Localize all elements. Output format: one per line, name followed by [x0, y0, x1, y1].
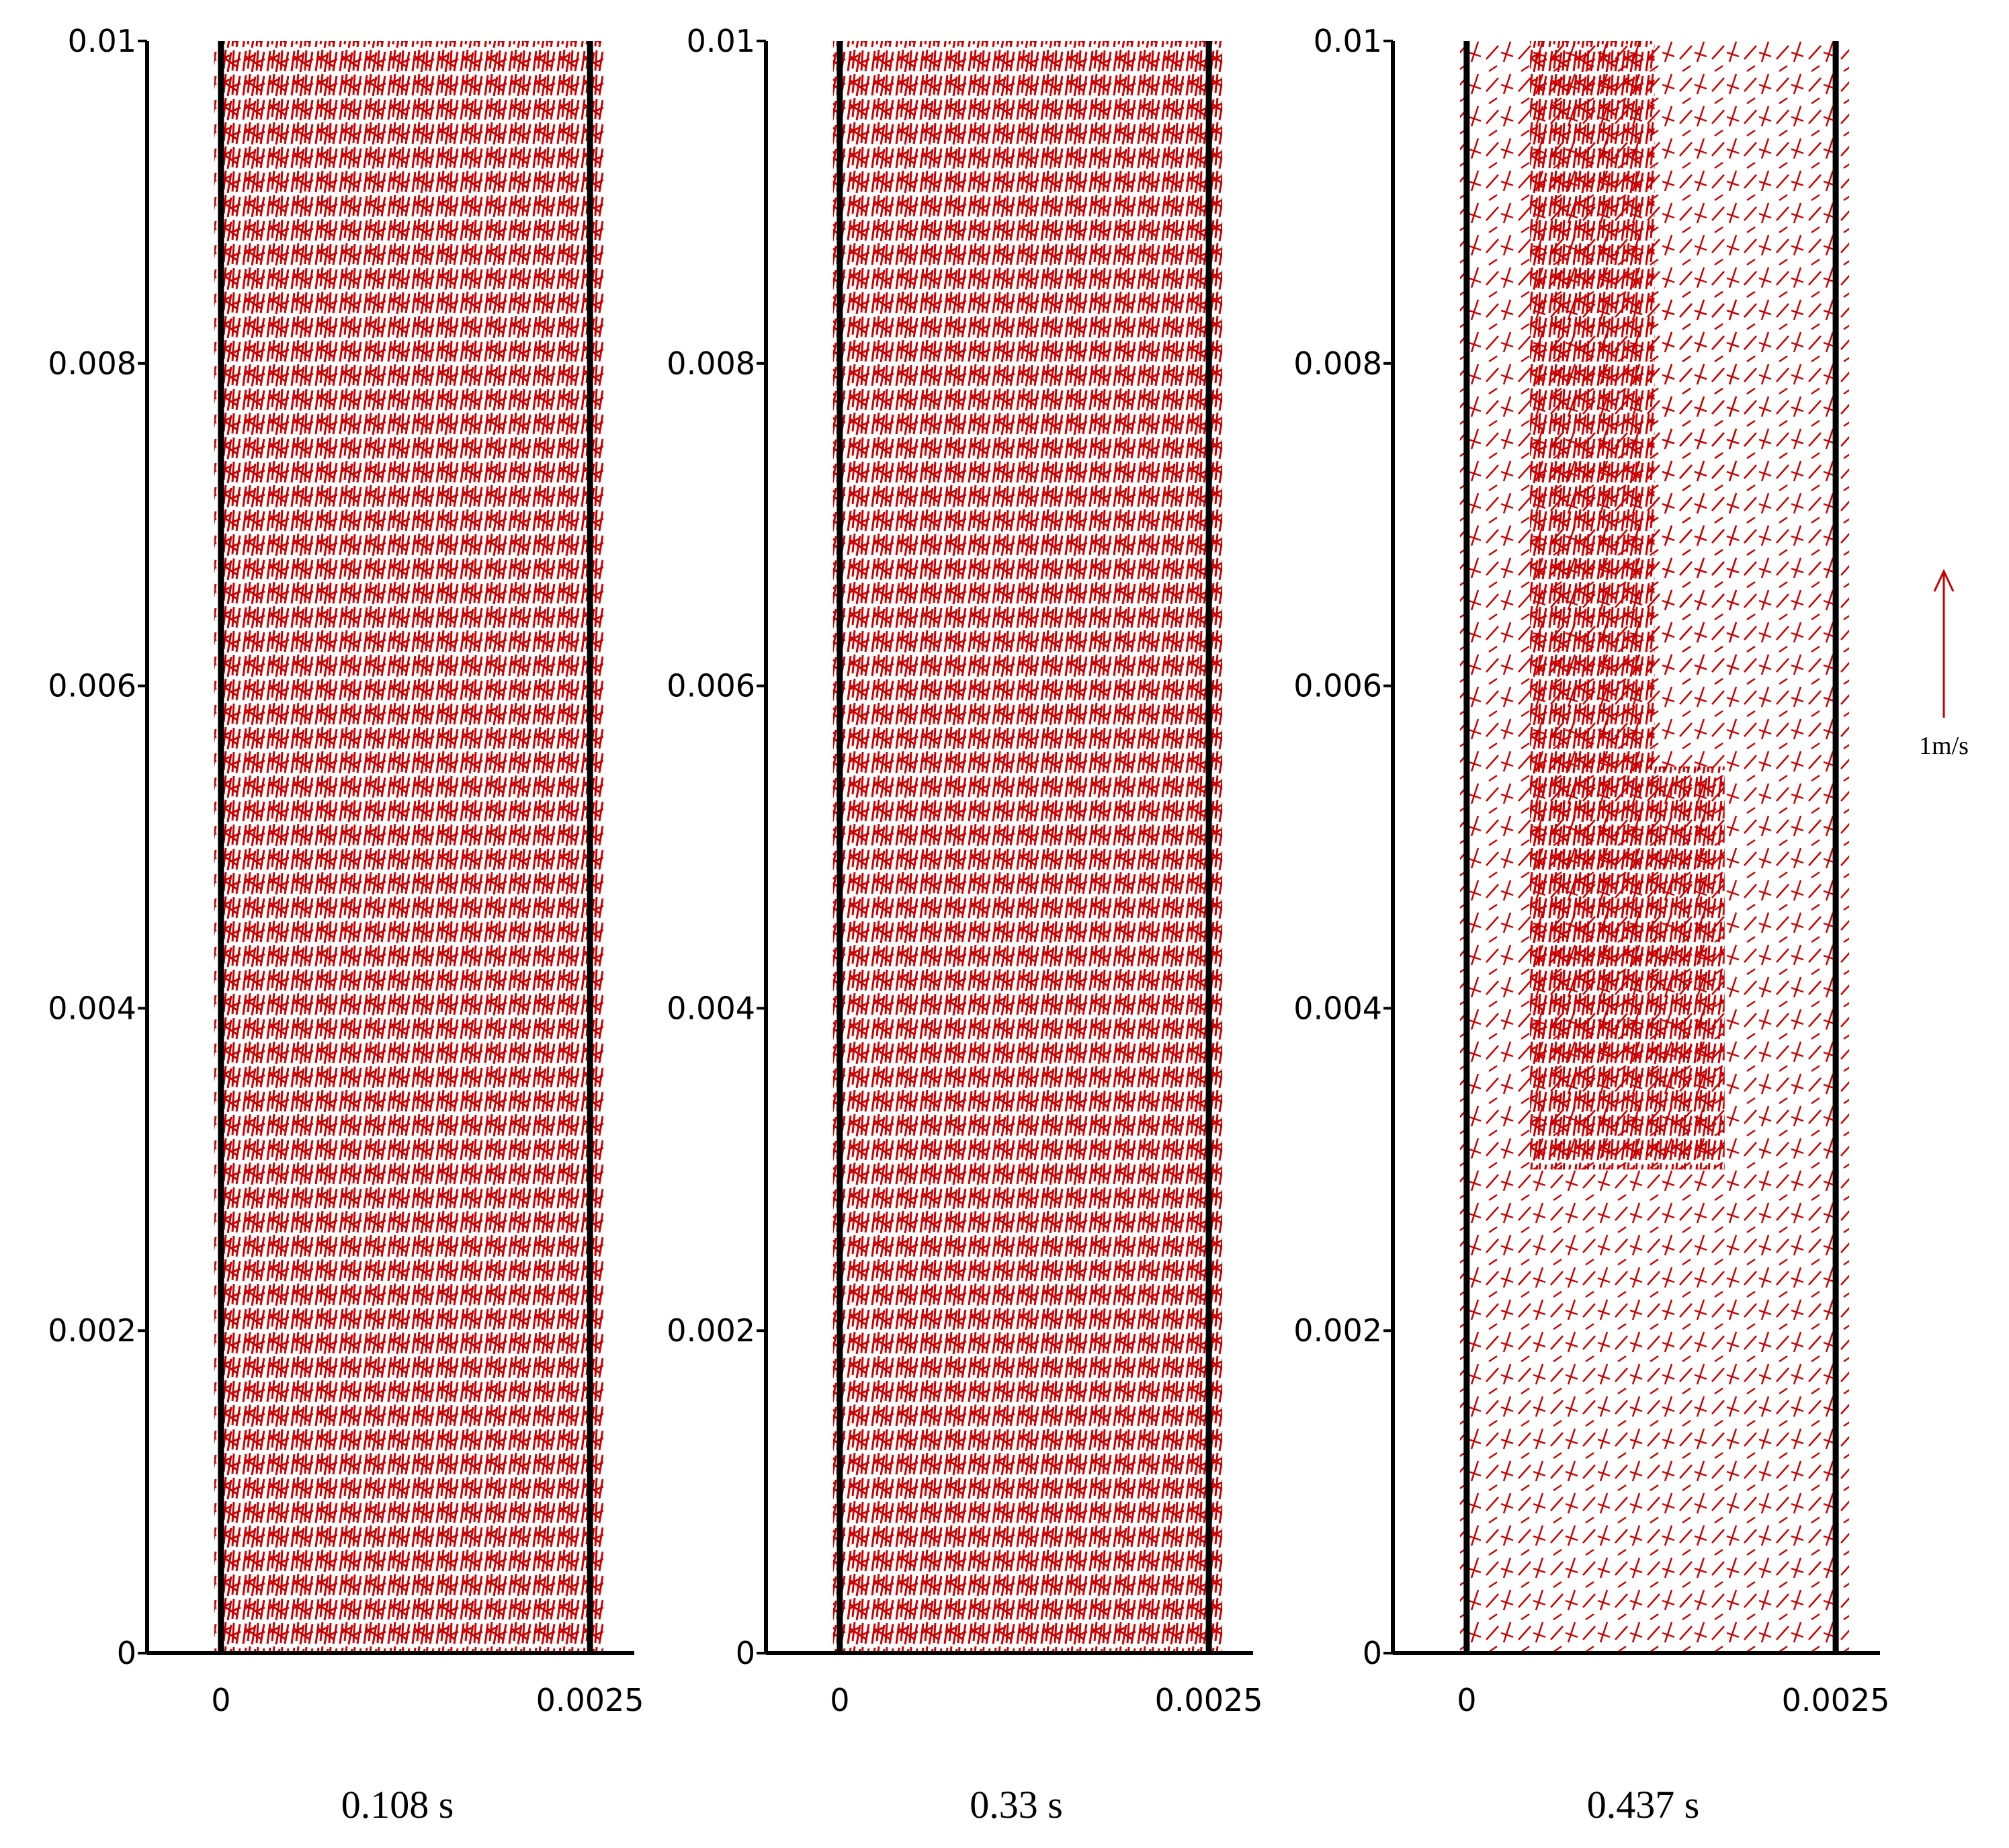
y-tick-label: 0.006	[1293, 668, 1382, 704]
vector-field	[832, 41, 1223, 1653]
y-tick-label: 0.01	[687, 23, 755, 59]
key-arrowhead	[1933, 569, 1955, 592]
panel: 0 0.002 0.004 0.006 0.008 0.01 0 0.0025 0.33 s	[667, 23, 1263, 1826]
y-tick-label: 0.006	[667, 668, 755, 704]
y-tick-label: 0	[1363, 1635, 1382, 1671]
y-tick-label: 0.004	[667, 990, 755, 1026]
x-tick-label: 0.0025	[1782, 1682, 1890, 1718]
y-tick-label: 0.002	[1293, 1312, 1382, 1349]
y-tick-label: 0.002	[48, 1312, 136, 1349]
y-tick-label: 0	[117, 1635, 136, 1671]
vector-field	[214, 41, 604, 1653]
x-tick-label: 0.0025	[1155, 1682, 1263, 1718]
panel-caption: 0.108 s	[341, 1783, 454, 1826]
panel-caption: 0.33 s	[970, 1783, 1063, 1826]
vector-field	[1635, 282, 1752, 686]
y-tick-label: 0.01	[1314, 23, 1382, 59]
key-label: 1m/s	[1919, 732, 1969, 760]
panel: 0 0.002 0.004 0.006 0.008 0.01 0 0.0025 0.437 s 1…	[1293, 23, 1969, 1826]
vector-field	[1530, 766, 1725, 1170]
x-tick-label: 0	[830, 1682, 849, 1718]
y-tick-label: 0.004	[1293, 990, 1382, 1026]
y-tick-label: 0.004	[48, 990, 136, 1026]
y-tick-label: 0.006	[48, 668, 136, 704]
y-tick-label: 0.008	[1293, 345, 1382, 382]
x-tick-label: 0.0025	[536, 1682, 644, 1718]
y-tick-label: 0.002	[667, 1312, 755, 1349]
y-tick-label: 0	[736, 1635, 755, 1671]
y-tick-label: 0.008	[667, 345, 755, 382]
panel-caption: 0.437 s	[1587, 1783, 1700, 1826]
y-tick-label: 0.008	[48, 345, 136, 382]
y-tick-label: 0.01	[68, 23, 136, 59]
x-tick-label: 0	[211, 1682, 230, 1718]
x-tick-label: 0	[1457, 1682, 1476, 1718]
panel: 0 0.002 0.004 0.006 0.008 0.01 0 0.0025 0.108 s	[48, 23, 644, 1826]
